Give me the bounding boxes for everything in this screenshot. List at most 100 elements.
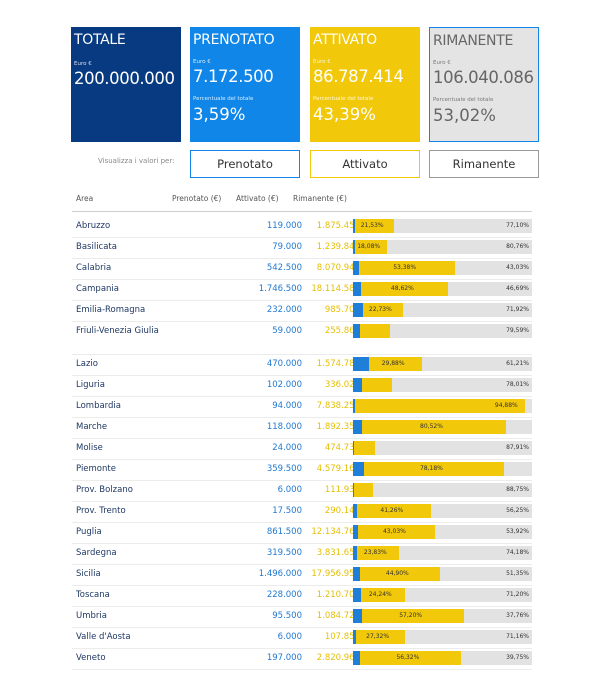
row-attivato: 17.956.959 — [311, 569, 360, 579]
table-row[interactable]: Lazio470.0001.574.7813.226.14429,88%61,2… — [72, 357, 532, 378]
table-row[interactable]: Valle d'Aosta6.000107.851280.85427,32%71… — [72, 630, 532, 651]
row-attivato: 1.574.781 — [316, 359, 360, 369]
row-area: Sicilia — [76, 569, 101, 579]
row-divider — [72, 585, 532, 586]
rimanente-unit: Euro € — [433, 60, 451, 66]
totale-card: TOTALE Euro € 200.000.000 — [71, 27, 181, 142]
row-stacked-bar: 78,01% — [353, 378, 532, 392]
bar-segment-attivato — [359, 324, 390, 338]
attivato-title: ATTIVATO — [313, 32, 377, 48]
bar-label-rimanente: 71,16% — [506, 633, 529, 640]
column-header-prenotato[interactable]: Prenotato (€) — [172, 194, 222, 203]
row-attivato: 4.579.167 — [316, 464, 360, 474]
bar-label-attivato: 43,03% — [382, 528, 406, 535]
table-row[interactable]: Veneto197.0002.820.9601.990.71656,32%39,… — [72, 651, 532, 672]
prenotato-value: 7.172.500 — [193, 67, 274, 86]
row-area: Emilia-Romagna — [76, 305, 146, 315]
bar-label-rimanente: 39,75% — [506, 654, 529, 661]
attivato-toggle-button[interactable]: Attivato — [310, 150, 420, 178]
rimanente-toggle-button[interactable]: Rimanente — [429, 150, 539, 178]
row-attivato: 1.875.457 — [316, 221, 360, 231]
row-area: Marche — [76, 422, 108, 432]
bar-segment-attivato — [361, 420, 507, 434]
row-area: Prov. Bolzano — [76, 485, 133, 495]
bar-segment-attivato — [356, 546, 400, 560]
table-row[interactable]: Sardegna319.5003.831.65511.927.75823,83%… — [72, 546, 532, 567]
prenotato-toggle-button[interactable]: Prenotato — [190, 150, 300, 178]
table-row[interactable]: Friuli-Venezia Giulia59.000255.8621.227.… — [72, 324, 532, 357]
row-prenotato: 59.000 — [272, 326, 302, 336]
table-row[interactable]: Abruzzo119.0001.875.4576.716.28321,53%77… — [72, 219, 532, 240]
row-prenotato: 17.500 — [272, 506, 302, 516]
row-area: Basilicata — [76, 242, 117, 252]
row-divider — [72, 669, 532, 670]
row-divider — [72, 480, 532, 481]
row-divider — [72, 354, 532, 355]
row-attivato: 8.070.941 — [316, 263, 360, 273]
bar-label-attivato: 48,62% — [390, 285, 414, 292]
row-prenotato: 861.500 — [266, 527, 302, 537]
row-prenotato: 6.000 — [277, 485, 302, 495]
bar-label-rimanente: 61,21% — [506, 360, 529, 367]
table-row[interactable]: Sicilia1.496.00017.956.95920.536.40644,9… — [72, 567, 532, 588]
column-header-rimanente[interactable]: Rimanente (€) — [293, 194, 347, 203]
view-values-label: Visualizza i valori per: — [98, 157, 175, 165]
bar-label-rimanente: 71,92% — [506, 306, 529, 313]
bar-segment-prenotato — [353, 324, 360, 338]
row-stacked-bar: 27,32% 71,16% — [353, 630, 532, 644]
row-attivato: 255.862 — [324, 326, 360, 336]
bar-segment-prenotato — [353, 219, 356, 233]
bar-label-rimanente: 46,69% — [506, 285, 529, 292]
bar-segment-prenotato — [353, 378, 363, 392]
rimanente-pct: 53,02% — [433, 106, 496, 125]
bar-segment-prenotato — [353, 546, 357, 560]
table-row[interactable]: Puglia861.50012.134.76715.206.38943,03%5… — [72, 525, 532, 546]
prenotato-title: PRENOTATO — [193, 32, 275, 48]
table-row[interactable]: Emilia-Romagna232.000985.7093.119.51422,… — [72, 303, 532, 324]
row-stacked-bar: 24,24% 71,20% — [353, 588, 532, 602]
column-header-attivato[interactable]: Attivato (€) — [236, 194, 279, 203]
bar-segment-prenotato — [353, 483, 355, 497]
bar-label-rimanente: 37,76% — [506, 612, 529, 619]
table-row[interactable]: Toscana228.0001.210.7023.556.36324,24%71… — [72, 588, 532, 609]
totale-title: TOTALE — [74, 32, 126, 48]
bar-segment-attivato — [355, 399, 525, 413]
table-row[interactable]: Prov. Trento17.500290.144395.56741,26%56… — [72, 504, 532, 525]
row-prenotato: 319.500 — [266, 548, 302, 558]
row-stacked-bar: 22,73% 71,92% — [353, 303, 532, 317]
row-divider — [72, 258, 532, 259]
row-divider — [72, 606, 532, 607]
bar-segment-attivato — [359, 567, 441, 581]
bar-label-rimanente: 78,01% — [506, 381, 529, 388]
row-stacked-bar: 94,88% — [353, 399, 532, 413]
bar-segment-attivato — [355, 219, 394, 233]
bar-segment-prenotato — [353, 651, 361, 665]
attivato-value: 86.787.414 — [313, 67, 404, 86]
bar-label-rimanente: 71,20% — [506, 591, 529, 598]
row-stacked-bar: 44,90% 51,35% — [353, 567, 532, 581]
table-row[interactable]: Basilicata79.0001.239.8495.537.39018,08%… — [72, 240, 532, 261]
bar-label-rimanente: 79,59% — [506, 327, 529, 334]
row-area: Veneto — [76, 653, 106, 663]
row-divider — [72, 543, 532, 544]
bar-segment-attivato — [361, 588, 405, 602]
row-stacked-bar: 79,59% — [353, 324, 532, 338]
row-divider — [72, 300, 532, 301]
row-area: Friuli-Venezia Giulia — [76, 326, 159, 336]
row-prenotato: 1.746.500 — [258, 284, 302, 294]
bar-segment-attivato — [362, 609, 465, 623]
table-row[interactable]: Calabria542.5008.070.9416.505.59753,38%4… — [72, 261, 532, 282]
column-header-area[interactable]: Area — [76, 194, 94, 203]
row-divider — [72, 564, 532, 565]
bar-label-attivato: 53,38% — [393, 264, 417, 271]
table-row[interactable]: Campania1.746.50018.114.58617.398.10248,… — [72, 282, 532, 303]
row-stacked-bar: 87,91% — [353, 441, 532, 455]
bar-label-attivato: 29,88% — [381, 360, 405, 367]
